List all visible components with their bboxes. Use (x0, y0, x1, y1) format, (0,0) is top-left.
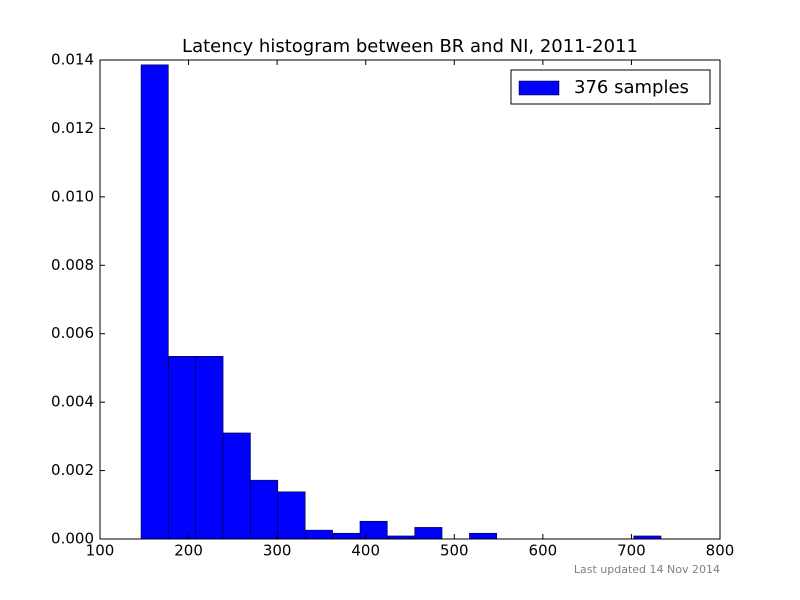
y-tick-label: 0.014 (51, 51, 94, 69)
x-tick-label: 100 (86, 542, 115, 560)
bar (359, 520, 388, 540)
bar (168, 356, 196, 540)
bar (222, 432, 251, 540)
y-tick-label: 0.004 (51, 393, 94, 411)
legend-label: 376 samples (574, 77, 689, 98)
x-tick-label: 700 (617, 542, 646, 560)
y-tick-label: 0.010 (51, 187, 94, 205)
y-tick-label: 0.006 (51, 324, 94, 342)
bar (414, 527, 443, 540)
bar (140, 64, 169, 540)
bar (469, 532, 498, 540)
x-tick-label: 300 (263, 542, 292, 560)
x-tick-label: 600 (529, 542, 558, 560)
bar (250, 479, 279, 540)
legend-swatch (518, 80, 560, 96)
bar (304, 529, 333, 540)
x-tick-label: 400 (351, 542, 380, 560)
x-tick-label: 800 (706, 542, 735, 560)
y-tick-label: 0.002 (51, 461, 94, 479)
y-tick-label: 0.012 (51, 119, 94, 137)
bar (332, 532, 361, 540)
bar (195, 356, 224, 540)
x-tick-label: 200 (174, 542, 203, 560)
plot-frame (99, 59, 721, 540)
y-tick-label: 0.008 (51, 256, 94, 274)
x-tick-label: 500 (440, 542, 469, 560)
chart-title: Latency histogram between BR and NI, 201… (182, 36, 638, 57)
y-tick-label: 0.000 (51, 530, 94, 548)
bar (277, 491, 306, 540)
footnote: Last updated 14 Nov 2014 (574, 563, 720, 576)
